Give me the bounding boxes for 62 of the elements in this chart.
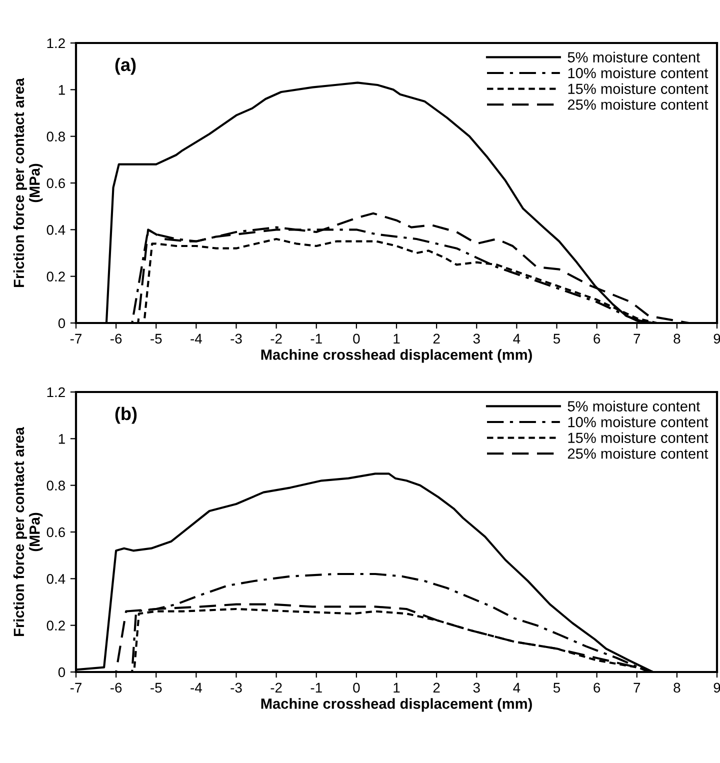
legend-label: 15% moisture content (568, 432, 708, 444)
x-tick-label: -7 (70, 334, 82, 344)
x-tick-label: -6 (110, 682, 122, 693)
y-axis-title: Friction force per contact area (MPa) (13, 426, 43, 636)
y-axis-title: Friction force per contact area (MPa) (13, 78, 43, 287)
x-tick-label: -4 (190, 334, 202, 344)
legend-label: 15% moisture content (568, 83, 708, 94)
legend-label: 25% moisture content (568, 448, 708, 459)
x-tick-label: 5 (553, 682, 560, 693)
x-axis-title: Machine crosshead displacement (mm) (261, 698, 532, 712)
y-tick-label: 0 (58, 318, 66, 328)
x-tick-label: -7 (70, 682, 82, 692)
x-tick-label: 5 (553, 334, 560, 344)
x-tick-label: -4 (190, 682, 202, 692)
x-tick-label: 6 (594, 682, 600, 693)
x-tick-label: 7 (634, 682, 640, 692)
y-tick-label: 0.6 (46, 178, 65, 188)
legend-label: 5% moisture content (568, 52, 700, 62)
y-tick-label: 0.6 (46, 527, 65, 538)
legend-label: 10% moisture content (568, 68, 708, 78)
x-tick-label: -3 (230, 334, 242, 344)
y-tick-label: 0.8 (46, 132, 65, 142)
x-tick-label: -3 (230, 682, 242, 693)
x-axis-title: Machine crosshead displacement (mm) (261, 349, 532, 363)
legend-label: 25% moisture content (568, 99, 708, 110)
y-tick-label: 1.2 (47, 38, 65, 48)
x-tick-label: 8 (674, 334, 680, 344)
y-tick-label: 0.4 (46, 574, 66, 584)
x-tick-label: 0 (353, 334, 360, 344)
x-tick-label: 4 (513, 334, 520, 344)
x-tick-label: 2 (433, 682, 440, 692)
y-tick-label: 0.4 (46, 225, 66, 235)
x-tick-label: 6 (594, 334, 600, 344)
x-tick-label: 3 (473, 682, 480, 693)
x-tick-label: 9 (714, 682, 720, 693)
x-tick-label: 4 (513, 682, 520, 692)
y-tick-label: 0 (58, 667, 66, 678)
x-tick-label: -6 (110, 334, 122, 344)
y-tick-label: 0.2 (46, 620, 65, 631)
annotation: (a) (115, 58, 136, 75)
y-tick-label: 1.2 (47, 387, 65, 398)
annotation: (b) (115, 406, 137, 424)
x-tick-label: -5 (150, 682, 162, 693)
y-tick-label: 0.8 (46, 480, 65, 491)
x-tick-label: 8 (674, 682, 680, 693)
x-tick-label: 3 (473, 334, 480, 344)
x-tick-label: 9 (714, 334, 720, 344)
x-tick-label: -1 (310, 334, 322, 344)
legend-label: 10% moisture content (568, 416, 708, 428)
y-tick-label: 0.2 (46, 272, 65, 282)
x-tick-label: -1 (310, 682, 322, 692)
y-tick-label: 1 (58, 85, 65, 95)
x-tick-label: -5 (150, 334, 162, 344)
x-tick-label: -2 (270, 334, 282, 344)
legend-label: 5% moisture content (568, 400, 700, 412)
x-tick-label: 1 (394, 334, 400, 344)
y-tick-label: 1 (58, 434, 65, 444)
x-tick-label: -2 (270, 682, 282, 692)
x-tick-label: 7 (634, 334, 640, 344)
x-tick-label: 0 (353, 682, 360, 693)
x-tick-label: 1 (394, 682, 400, 692)
x-tick-label: 2 (433, 334, 440, 344)
